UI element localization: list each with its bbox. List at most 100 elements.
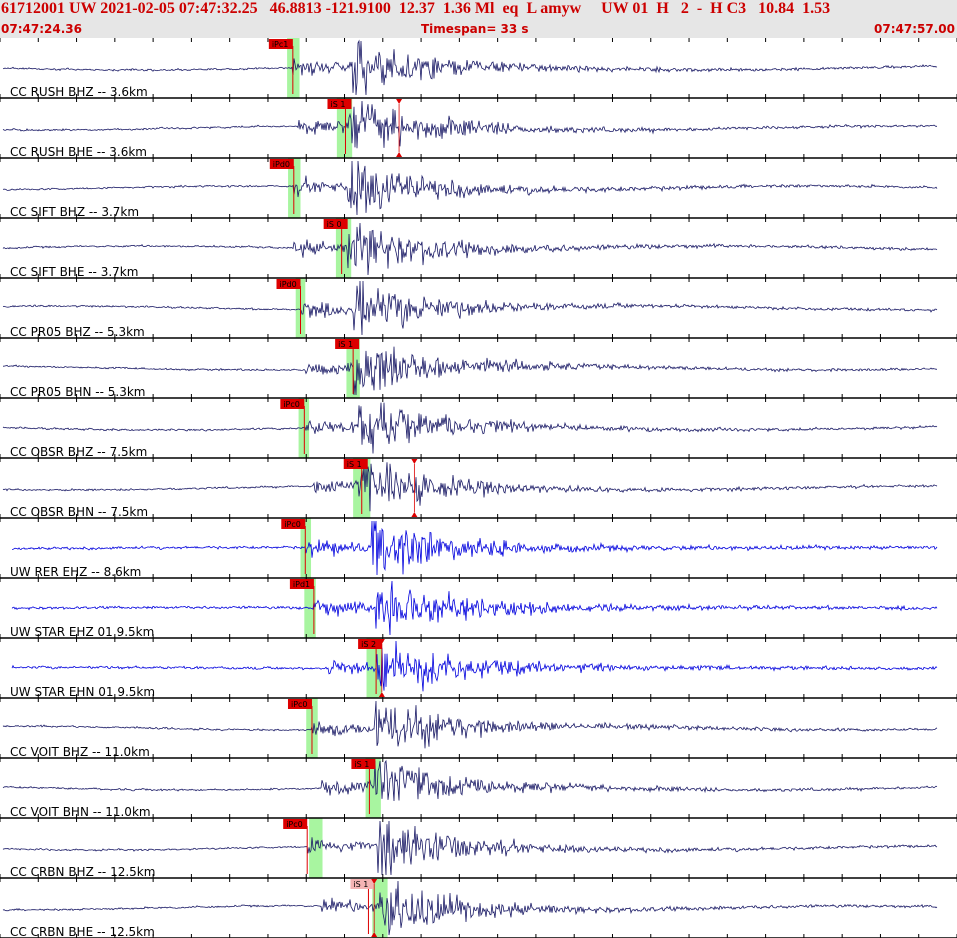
- pick-label: iPc0: [284, 520, 301, 529]
- pick-flag-box[interactable]: [283, 819, 308, 829]
- coda-marker-bottom: [371, 932, 378, 937]
- waveform: [3, 346, 938, 396]
- waveform: [2, 759, 938, 802]
- pick-label: iS 1: [330, 100, 345, 109]
- pick-flag-box[interactable]: [343, 459, 368, 469]
- channel-trace[interactable]: iPd0 CC SIFT BHZ -- 3.7km: [0, 158, 957, 219]
- channel-trace[interactable]: iPc0 CC VOIT BHZ -- 11.0km: [0, 698, 957, 759]
- channel-trace[interactable]: iS 1 CC PR05 BHN -- 5.3km: [0, 338, 957, 399]
- pick-flag[interactable]: iPc0: [280, 399, 305, 409]
- pick-label: iPc1: [272, 40, 289, 49]
- pick-flag[interactable]: iPc0: [287, 699, 312, 709]
- pick-flag-box[interactable]: [335, 339, 360, 349]
- pick-flag[interactable]: iS 1: [350, 879, 375, 889]
- channel-trace[interactable]: iPc0 CC CRBN BHZ -- 12.5km: [0, 818, 957, 879]
- channel-trace[interactable]: iS 1 CC VOIT BHN -- 11.0km: [0, 758, 957, 819]
- pick-flag[interactable]: iS 1: [351, 759, 376, 769]
- pick-label: iPd1: [293, 580, 310, 589]
- pick-flag[interactable]: iPd0: [269, 159, 294, 169]
- pick-flag[interactable]: iS 1: [335, 339, 360, 349]
- channel-label: CC PR05 BHN -- 5.3km: [10, 385, 145, 399]
- channel-trace[interactable]: iS 0 CC SIFT BHE -- 3.7km: [0, 218, 957, 279]
- pick-label: iS 2: [361, 640, 376, 649]
- waveform: [12, 520, 938, 576]
- waveform: [2, 100, 938, 149]
- pick-flag-box[interactable]: [268, 39, 293, 49]
- channel-label: CC SIFT BHE -- 3.7km: [10, 265, 138, 279]
- coda-marker-top: [396, 99, 403, 104]
- pick-label: iS 0: [327, 220, 342, 229]
- channel-trace[interactable]: iS 1 CC RUSH BHE -- 3.6km: [0, 98, 957, 159]
- pick-window: [366, 638, 382, 698]
- coda-marker-bottom: [396, 152, 403, 157]
- channel-trace[interactable]: iS 1 CC OBSR BHN -- 7.5km: [0, 458, 957, 519]
- coda-marker-bottom: [411, 512, 418, 517]
- pick-flag-box[interactable]: [280, 399, 305, 409]
- channel-label: CC VOIT BHN -- 11.0km: [10, 805, 151, 819]
- channel-label: CC PR05 BHZ -- 5.3km: [10, 325, 145, 339]
- pick-flag-box[interactable]: [327, 99, 352, 109]
- time-end: 07:47:57.00: [874, 22, 955, 36]
- pick-flag-box[interactable]: [323, 219, 348, 229]
- channel-label: CC RUSH BHE -- 3.6km: [10, 145, 147, 159]
- pick-flag[interactable]: iS 1: [343, 459, 368, 469]
- waveform: [2, 280, 938, 336]
- waveform: [11, 580, 938, 636]
- channel-trace[interactable]: iPd0 CC PR05 BHZ -- 5.3km: [0, 278, 957, 339]
- pick-label: iS 1: [347, 460, 362, 469]
- time-start: 07:47:24.36: [1, 22, 82, 36]
- channel-trace[interactable]: iPc0 CC OBSR BHZ -- 7.5km: [0, 398, 957, 459]
- channel-trace[interactable]: iPd1 UW STAR EHZ 01 9.5km: [0, 578, 957, 639]
- waveform: [11, 640, 938, 692]
- pick-flag-box[interactable]: [350, 879, 375, 889]
- pick-flag[interactable]: iS 1: [327, 99, 352, 109]
- channel-trace[interactable]: iPc1 CC RUSH BHZ -- 3.6km: [0, 38, 957, 99]
- waveform: [2, 160, 938, 216]
- pick-flag-box[interactable]: [269, 159, 294, 169]
- time-ticks: [0, 878, 957, 938]
- event-summary: 61712001 UW 2021-02-05 07:47:32.25 46.88…: [1, 0, 831, 17]
- channel-label: CC CRBN BHE -- 12.5km: [10, 925, 155, 938]
- pick-flag[interactable]: iPd1: [289, 579, 314, 589]
- channel-label: UW STAR EHN 01 9.5km: [10, 685, 155, 699]
- pick-flag-box[interactable]: [351, 759, 376, 769]
- pick-label: iS 1: [338, 340, 353, 349]
- pick-label: iPd0: [279, 280, 296, 289]
- pick-flag[interactable]: iS 0: [323, 219, 348, 229]
- pick-flag[interactable]: iPc0: [283, 819, 308, 829]
- pick-flag-box[interactable]: [276, 279, 301, 289]
- pick-flag[interactable]: iPc1: [268, 39, 293, 49]
- time-ticks: [0, 458, 957, 518]
- waveform: [2, 402, 938, 454]
- channel-trace[interactable]: iS 2 UW STAR EHN 01 9.5km: [0, 638, 957, 699]
- time-ticks: [0, 518, 957, 578]
- pick-flag-box[interactable]: [287, 699, 312, 709]
- channel-label: CC OBSR BHN -- 7.5km: [10, 505, 148, 519]
- coda-marker-top: [378, 639, 385, 644]
- pick-label: iPd0: [273, 160, 290, 169]
- pick-label: iPc0: [286, 820, 303, 829]
- waveform: [2, 880, 938, 936]
- channel-label: UW STAR EHZ 01 9.5km: [10, 625, 154, 639]
- time-ticks: [0, 38, 957, 98]
- time-ticks: [0, 218, 957, 278]
- channel-trace[interactable]: iPc0 UW RER EHZ -- 8.6km: [0, 518, 957, 579]
- pick-flag[interactable]: iPc0: [281, 519, 306, 529]
- event-header: 61712001 UW 2021-02-05 07:47:32.25 46.88…: [0, 0, 957, 38]
- pick-window: [336, 98, 353, 158]
- waveform: [2, 39, 938, 96]
- pick-flag[interactable]: iPd0: [276, 279, 301, 289]
- channel-label: CC RUSH BHZ -- 3.6km: [10, 85, 148, 99]
- pick-label: iS 1: [354, 760, 369, 769]
- waveform: [2, 222, 938, 276]
- waveform-panel[interactable]: iPc1 CC RUSH BHZ -- 3.6km iS 1 CC RUSH BHE …: [0, 38, 957, 938]
- waveform: [2, 700, 938, 749]
- coda-marker-bottom: [378, 692, 385, 697]
- pick-flag-box[interactable]: [281, 519, 306, 529]
- pick-label: iPc0: [283, 400, 300, 409]
- pick-flag-box[interactable]: [358, 639, 383, 649]
- pick-flag[interactable]: iS 2: [358, 639, 383, 649]
- pick-flag-box[interactable]: [289, 579, 314, 589]
- channel-trace[interactable]: iS 1 CC CRBN BHE -- 12.5km: [0, 878, 957, 938]
- waveform: [2, 820, 938, 876]
